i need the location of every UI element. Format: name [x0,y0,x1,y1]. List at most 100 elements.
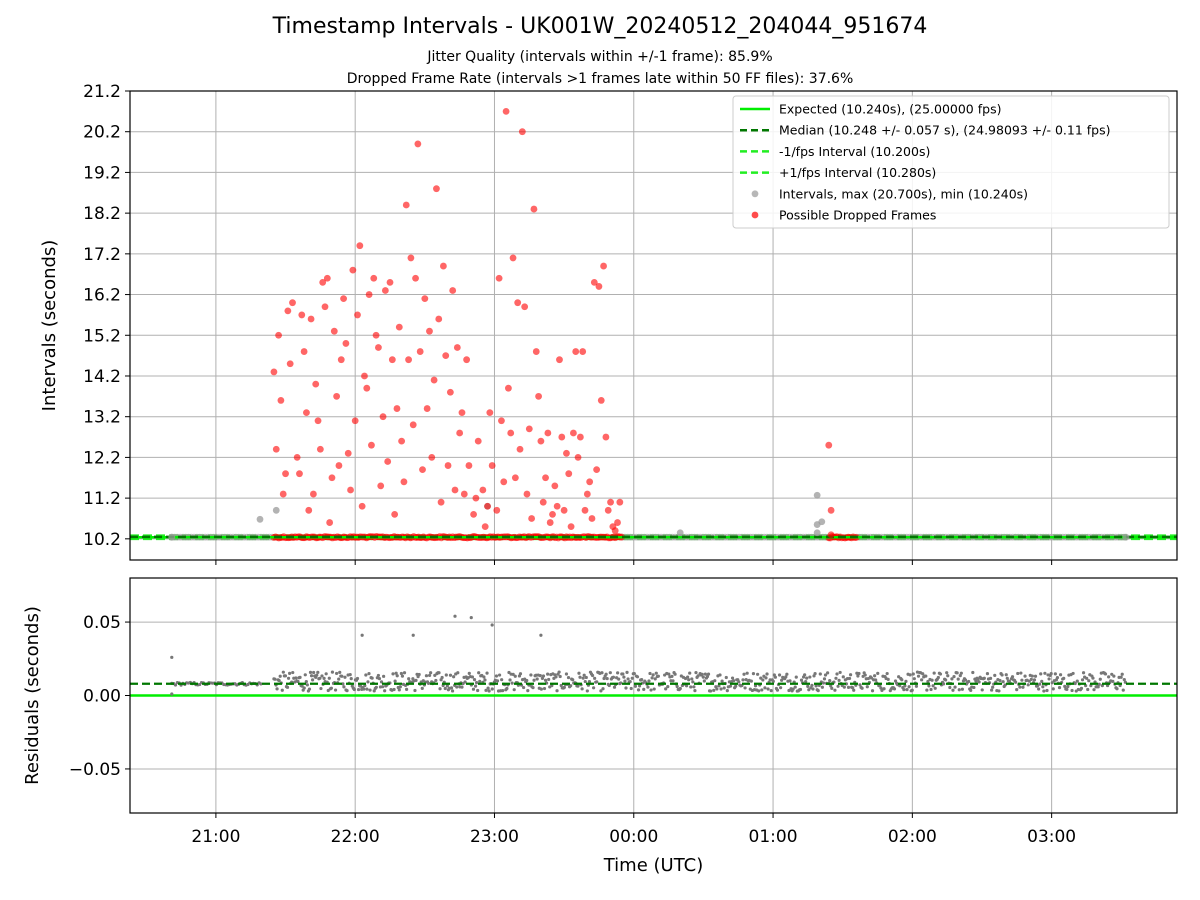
residual-point [505,686,509,691]
residual-point [1071,671,1075,676]
residual-point [562,685,566,689]
dropped-frame-point [409,421,417,429]
dropped-frame-point [284,307,292,315]
dropped-frame-point [279,490,287,498]
dropped-frame-point [479,486,487,494]
dropped-frame-point [426,327,433,335]
residual-point [848,673,853,677]
top-axes-frame [129,90,1178,561]
dropped-frame-point [340,295,347,303]
dropped-frame-point [827,531,835,539]
residual-point [1053,672,1057,676]
residual-point [771,679,775,683]
residual-point [281,670,285,674]
residual-point [460,685,464,689]
residual-point [1016,671,1020,676]
x-tick-label: 23:00 [470,827,519,847]
dropped-frame-point [535,392,542,400]
residual-point [823,673,828,677]
residual-point [535,677,539,681]
residual-point [587,679,592,684]
dropped-frame-point [481,523,489,531]
dropped-frame-point [500,478,508,486]
legend-box [732,95,1170,229]
dropped-frame-point [386,278,394,286]
residual-point [1070,688,1074,693]
dropped-frame-point [600,262,607,270]
residual-point [426,681,431,685]
residual-point [402,671,407,675]
residual-point [769,688,773,693]
residual-point [1043,671,1047,675]
residual-point [1038,682,1042,686]
residual-point [394,671,398,675]
residual-point [798,687,803,692]
dropped-frame-point [530,205,538,213]
residual-point [743,686,747,690]
residual-point [364,673,368,677]
residual-point [1021,685,1025,689]
residual-point [482,675,486,679]
residual-point [765,672,769,676]
residual-point [830,686,834,690]
residual-point [626,677,630,681]
residual-point [470,675,475,679]
residual-point [793,685,797,689]
top-y-tick-label: 20.2 [83,123,121,143]
residual-point [417,672,421,677]
residual-point [452,675,456,679]
residual-point [1047,677,1051,681]
residual-point [621,672,625,676]
x-axis-label: Time (UTC) [603,855,704,876]
residual-point [542,686,547,691]
residual-point [761,678,765,682]
dropped-frame-point [572,348,580,355]
residual-point [335,671,339,676]
dropped-frame-point [493,506,501,514]
residual-point [1039,672,1043,676]
dropped-frame-point [300,348,308,355]
residual-point [666,685,670,689]
residual-point [1081,671,1086,675]
residual-point [1030,674,1034,678]
residual-point [1066,684,1070,689]
residual-point [865,685,869,689]
residual-point [288,671,292,675]
residual-point [377,677,382,681]
residual-point [437,671,441,675]
dropped-frame-point [440,262,447,270]
residual-point [1032,678,1037,682]
residual-point [725,688,729,693]
dropped-frame-point [509,254,517,262]
dropped-frame-point [296,470,303,478]
residual-point [445,684,449,688]
chart-title: Timestamp Intervals - UK001W_20240512_20… [272,14,928,39]
residual-outlier-point [539,633,543,637]
residual-point [601,687,605,691]
residual-point [963,678,968,682]
residual-point [1111,679,1115,683]
residual-point [555,689,559,693]
residual-point [1097,682,1101,686]
residual-point [924,674,928,678]
dropped-frame-point [430,376,438,384]
residual-point [944,678,948,682]
residual-point [1041,685,1045,689]
residual-point [413,688,417,693]
residual-point [604,672,608,676]
residual-point [307,687,312,691]
residual-point [355,676,360,681]
interval-point [256,515,264,523]
top-y-axis-label: Intervals (seconds) [39,240,60,412]
residual-point [931,684,935,688]
residual-point [623,679,627,683]
residual-point [1045,688,1049,693]
dropped-frame-point [453,344,461,351]
residual-point [756,672,760,676]
residual-point [629,686,633,691]
residual-point [318,676,322,680]
dropped-frame-point [465,462,473,469]
residual-point [950,677,954,681]
residual-point [471,687,476,691]
residual-point [443,686,447,691]
